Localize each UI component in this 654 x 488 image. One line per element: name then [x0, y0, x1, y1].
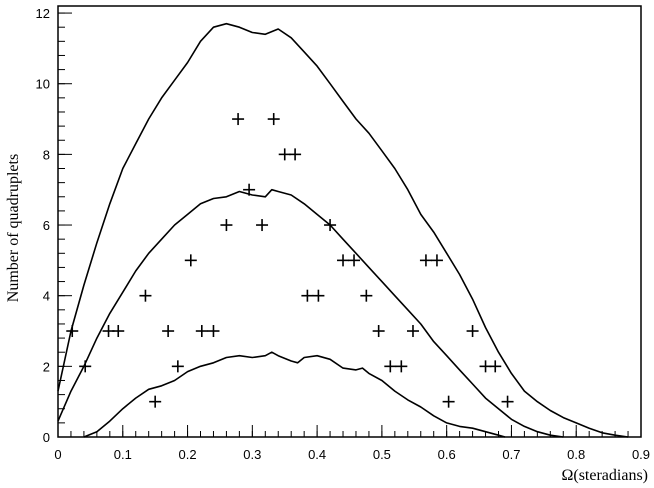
data-point	[139, 289, 152, 302]
data-point	[395, 360, 408, 373]
x-tick-label: 0.1	[114, 447, 132, 462]
data-point	[267, 113, 280, 126]
data-point	[195, 325, 208, 338]
marker-layer	[66, 113, 514, 408]
x-tick-label: 0.6	[438, 447, 456, 462]
data-point	[207, 325, 220, 338]
y-tick-label: 10	[36, 77, 50, 92]
data-point	[312, 289, 325, 302]
x-tick-label: 0.7	[502, 447, 520, 462]
y-tick-label: 2	[43, 359, 50, 374]
y-tick-label: 12	[36, 6, 50, 21]
x-axis-label: Ω(steradians)	[561, 467, 648, 484]
plot-frame	[57, 5, 642, 438]
data-point	[406, 325, 419, 338]
data-point	[384, 360, 397, 373]
axis-ticks: 0 0.1 0.2 0.3 0.4 0.5 0.6 0.7 0.8 0.9 0 2 4 6 8 10 12	[36, 6, 651, 462]
data-point	[442, 395, 455, 408]
data-point	[232, 113, 245, 126]
data-point	[501, 395, 514, 408]
curve-layer	[57, 22, 629, 438]
data-point	[79, 360, 92, 373]
x-tick-label: 0.2	[179, 447, 197, 462]
data-point	[256, 219, 269, 232]
data-point	[162, 325, 175, 338]
y-tick-label: 6	[43, 218, 50, 233]
data-point	[324, 219, 337, 232]
data-point	[337, 254, 350, 267]
data-point	[372, 325, 385, 338]
data-point	[301, 289, 314, 302]
data-point	[66, 325, 79, 338]
curve-line-2	[57, 188, 564, 438]
data-point	[112, 325, 125, 338]
y-tick-label: 8	[43, 147, 50, 162]
data-point	[489, 360, 502, 373]
x-tick-label: 0.3	[243, 447, 261, 462]
plot-border	[57, 5, 642, 438]
x-tick-label: 0.9	[632, 447, 650, 462]
data-point	[419, 254, 432, 267]
data-point	[278, 148, 291, 161]
data-point	[360, 289, 373, 302]
x-tick-label: 0.8	[567, 447, 585, 462]
x-tick-label: 0	[54, 447, 61, 462]
data-point	[243, 183, 256, 196]
data-point	[430, 254, 443, 267]
x-tick-label: 0.4	[308, 447, 326, 462]
y-tick-label: 4	[43, 289, 50, 304]
y-axis-label: Number of quadruplets	[5, 154, 22, 302]
data-point	[348, 254, 361, 267]
data-point	[149, 395, 162, 408]
y-tick-label: 0	[43, 430, 50, 445]
x-tick-label: 0.5	[373, 447, 391, 462]
data-point	[184, 254, 197, 267]
data-point	[466, 325, 479, 338]
curve-line-1	[57, 22, 629, 438]
data-point	[220, 219, 233, 232]
data-point	[171, 360, 184, 373]
data-point	[289, 148, 302, 161]
curve-line-3	[83, 351, 506, 438]
